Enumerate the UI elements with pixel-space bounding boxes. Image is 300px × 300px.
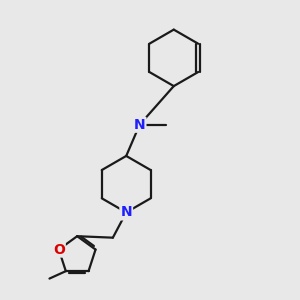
Text: N: N: [120, 206, 132, 219]
Text: N: N: [134, 118, 146, 132]
Text: O: O: [53, 242, 65, 256]
